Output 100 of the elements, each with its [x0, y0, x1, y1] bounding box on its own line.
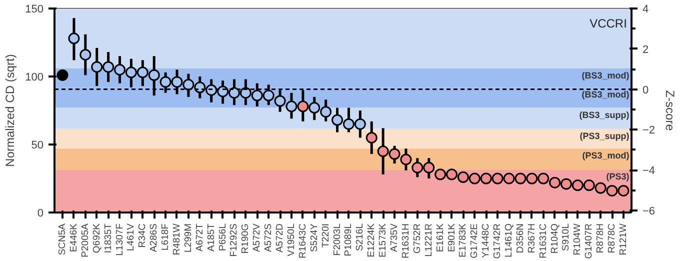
point [492, 172, 504, 184]
x-tick-label: F2003L [332, 223, 343, 256]
x-tick-label: R34C [137, 223, 148, 248]
x-tick-label: R1631C [538, 223, 549, 258]
y-tick-label: 50 [31, 140, 44, 152]
point [240, 87, 252, 99]
point [102, 61, 114, 73]
point [251, 90, 263, 102]
point [182, 78, 194, 90]
y2-tick-label: −6 [642, 205, 656, 218]
y2-tick-label: −4 [642, 165, 656, 178]
y-axis-title: Normalized CD (sqrt) [3, 54, 18, 167]
point [572, 180, 584, 192]
point [468, 172, 480, 184]
point [228, 87, 240, 99]
point [332, 114, 344, 126]
band-label: (PS3_supp) [580, 130, 630, 141]
point [160, 76, 172, 88]
x-tick-label: L461V [126, 222, 137, 251]
y2-tick-label: 2 [642, 44, 649, 56]
point [217, 86, 229, 98]
point [526, 172, 538, 184]
x-tick-label: R104W [572, 223, 584, 256]
point [308, 102, 320, 114]
point [320, 106, 332, 118]
x-tick-label: G1742R [492, 223, 504, 259]
x-tick-label: A185T [206, 223, 217, 252]
band-label: (BS3_mod) [582, 89, 630, 100]
y2-axis-title: Z-score [663, 90, 678, 132]
point [503, 172, 515, 184]
x-tick-label: S910L [560, 223, 572, 251]
annotation: VCCRI [590, 16, 627, 31]
x-tick-label: P656L [217, 223, 228, 251]
point [171, 76, 183, 88]
point [68, 32, 80, 44]
point [206, 84, 218, 96]
x-tick-label: E161K [434, 222, 446, 252]
x-tick-label: F1292S [228, 223, 240, 257]
x-tick-label: G1742E [469, 223, 480, 258]
x-tick-label: R367H [526, 223, 538, 254]
x-tick-label: V1950L [286, 223, 297, 256]
x-tick-label: R878H [595, 223, 606, 254]
point [56, 69, 68, 81]
point [80, 49, 92, 60]
x-tick-label: R1643C [297, 223, 308, 258]
x-tick-label: S524Y [308, 222, 320, 252]
x-tick-label: Q692K [91, 222, 102, 254]
x-tick-label: SCN5A [57, 222, 68, 256]
x-tick-label: E901K [446, 222, 458, 252]
point [377, 146, 389, 158]
x-tick-label: E446K [68, 222, 80, 252]
y-tick-label: 150 [25, 4, 44, 16]
x-tick-label: P1089L [343, 223, 354, 256]
x-tick-label: L1307F [114, 223, 126, 256]
x-tick-label: E1573K [378, 222, 389, 258]
x-tick-label: I1835T [102, 223, 114, 254]
point [136, 66, 148, 78]
x-tick-label: A572D [274, 223, 286, 253]
y-tick-label: 0 [37, 208, 44, 220]
x-tick-label: P2005A [80, 222, 91, 258]
point [148, 69, 160, 81]
point [549, 176, 561, 188]
x-tick-label: A572V [252, 222, 263, 252]
x-tick-label: L1461Q [504, 223, 514, 258]
y2-tick-label: 0 [642, 84, 649, 96]
point [606, 185, 618, 196]
x-tick-label: Y1448C [480, 223, 492, 258]
x-tick-label: A672T [194, 223, 206, 252]
x-tick-label: G752R [412, 223, 423, 254]
point [262, 90, 274, 102]
x-tick-label: A735V [389, 222, 400, 252]
point [354, 118, 366, 130]
point [594, 182, 606, 194]
x-tick-label: D356N [514, 223, 526, 254]
point [618, 185, 630, 196]
point [412, 162, 424, 174]
x-tick-label: L1221R [423, 223, 434, 257]
band-label: (PS3) [606, 172, 630, 182]
x-tick-label: R481W [172, 223, 182, 256]
point [480, 172, 492, 184]
point [91, 61, 103, 73]
point [514, 172, 526, 184]
x-tick-label: R190G [240, 223, 252, 254]
point [538, 172, 550, 184]
x-tick-label: R104Q [549, 223, 560, 254]
point [274, 95, 286, 107]
x-tick-label: L618F [160, 223, 172, 250]
point [114, 64, 126, 76]
x-tick-label: S216L [354, 223, 366, 251]
x-tick-label: L299M [182, 223, 194, 253]
point [366, 132, 378, 144]
point [423, 162, 435, 174]
x-tick-label: R878C [606, 223, 618, 254]
y2-tick-label: 4 [642, 4, 649, 16]
x-tick-label: A286S [148, 223, 160, 252]
y2-tick-label: −2 [642, 124, 656, 137]
x-tick-label: E1783K [458, 222, 469, 258]
point [400, 154, 412, 166]
point [457, 171, 469, 183]
y-tick-label: 100 [25, 72, 44, 84]
